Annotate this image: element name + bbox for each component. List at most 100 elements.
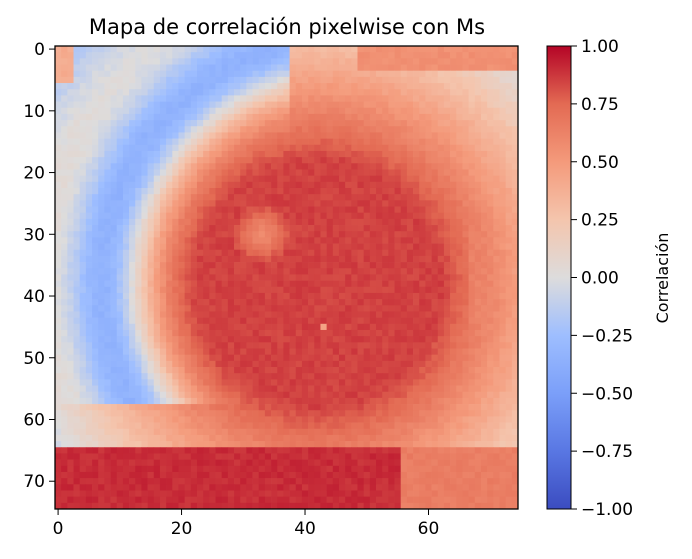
heatmap-cell	[437, 89, 445, 96]
heatmap-cell	[326, 292, 334, 300]
heatmap-cell	[462, 280, 469, 288]
heatmap-cell	[499, 126, 506, 133]
heatmap-cell	[221, 225, 229, 232]
heatmap-cell	[55, 70, 62, 78]
heatmap-cell	[468, 163, 476, 170]
heatmap-cell	[92, 255, 99, 263]
heatmap-cell	[55, 367, 62, 374]
heatmap-cell	[351, 64, 358, 72]
heatmap-cell	[308, 138, 315, 146]
heatmap-cell	[474, 385, 482, 393]
heatmap-cell	[499, 299, 506, 306]
heatmap-cell	[289, 410, 297, 417]
heatmap-cell	[221, 367, 229, 374]
heatmap-cell	[308, 231, 315, 238]
heatmap-cell	[474, 422, 482, 430]
heatmap-cell	[153, 101, 161, 109]
heatmap-cell	[234, 52, 241, 59]
heatmap-cell	[122, 453, 130, 460]
heatmap-cell	[320, 237, 327, 244]
heatmap-cell	[320, 194, 327, 201]
heatmap-cell	[419, 416, 426, 423]
heatmap-cell	[98, 113, 105, 121]
heatmap-cell	[264, 132, 272, 139]
heatmap-cell	[474, 46, 482, 53]
heatmap-cell	[271, 181, 278, 189]
heatmap-cell	[153, 286, 161, 294]
heatmap-cell	[413, 64, 420, 72]
heatmap-cell	[135, 410, 142, 417]
heatmap-cell	[196, 292, 204, 300]
heatmap-cell	[159, 422, 167, 430]
heatmap-cell	[450, 150, 457, 158]
heatmap-cell	[338, 428, 346, 436]
heatmap-cell	[129, 169, 136, 176]
heatmap-cell	[450, 218, 457, 226]
heatmap-cell	[369, 181, 377, 189]
heatmap-cell	[511, 169, 519, 176]
heatmap-cell	[55, 83, 62, 90]
heatmap-cell	[190, 212, 198, 220]
heatmap-cell	[67, 150, 74, 158]
heatmap-cell	[240, 169, 247, 176]
heatmap-cell	[178, 157, 185, 164]
heatmap-cell	[462, 200, 469, 207]
heatmap-cell	[357, 163, 365, 170]
heatmap-cell	[363, 342, 371, 349]
heatmap-cell	[326, 397, 334, 405]
heatmap-cell	[338, 348, 346, 356]
heatmap-cell	[234, 175, 241, 183]
heatmap-cell	[129, 447, 136, 454]
heatmap-cell	[271, 70, 278, 78]
heatmap-cell	[73, 107, 81, 115]
heatmap-cell	[196, 379, 204, 386]
heatmap-cell	[203, 342, 210, 349]
heatmap-cell	[116, 52, 124, 59]
heatmap-cell	[338, 107, 346, 115]
heatmap-cell	[61, 354, 68, 362]
heatmap-cell	[283, 70, 290, 78]
heatmap-cell	[85, 323, 93, 331]
heatmap-cell	[178, 107, 185, 115]
heatmap-cell	[190, 218, 198, 226]
heatmap-cell	[499, 113, 506, 121]
heatmap-cell	[487, 422, 494, 430]
heatmap-cell	[425, 144, 432, 152]
heatmap-cell	[215, 323, 223, 331]
heatmap-cell	[104, 286, 111, 294]
heatmap-cell	[369, 323, 377, 331]
heatmap-cell	[215, 138, 223, 146]
heatmap-cell	[98, 218, 105, 226]
heatmap-cell	[400, 120, 408, 127]
heatmap-cell	[499, 379, 506, 386]
heatmap-cell	[363, 274, 371, 281]
heatmap-cell	[308, 453, 315, 460]
heatmap-cell	[116, 175, 124, 183]
heatmap-cell	[480, 391, 488, 399]
heatmap-cell	[400, 58, 408, 65]
heatmap-cell	[147, 280, 155, 288]
heatmap-cell	[388, 126, 395, 133]
heatmap-cell	[153, 422, 161, 430]
heatmap-cell	[277, 323, 284, 331]
heatmap-cell	[79, 70, 87, 78]
heatmap-cell	[277, 385, 284, 393]
heatmap-cell	[178, 101, 185, 109]
heatmap-cell	[271, 126, 278, 133]
heatmap-cell	[462, 373, 469, 380]
heatmap-cell	[190, 231, 198, 238]
heatmap-cell	[258, 70, 266, 78]
heatmap-cell	[252, 385, 260, 393]
heatmap-cell	[215, 89, 223, 96]
heatmap-cell	[85, 385, 93, 393]
heatmap-cell	[246, 46, 253, 53]
heatmap-cell	[190, 132, 198, 139]
heatmap-cell	[320, 373, 327, 380]
heatmap-cell	[258, 206, 266, 214]
heatmap-cell	[314, 212, 321, 220]
heatmap-cell	[369, 157, 377, 164]
heatmap-cell	[499, 194, 506, 201]
heatmap-cell	[413, 126, 420, 133]
heatmap-cell	[196, 441, 204, 448]
heatmap-cell	[289, 299, 297, 306]
